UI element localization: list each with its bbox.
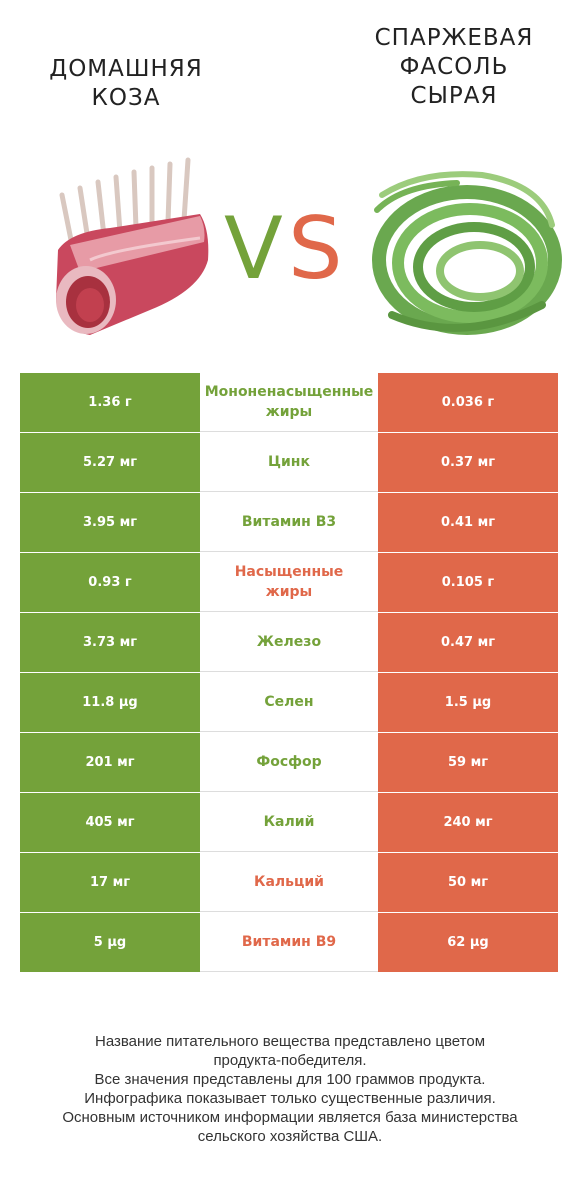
row-divider (20, 432, 558, 433)
table-row: 5.27 мг Цинк 0.37 мг (20, 433, 558, 493)
footer-line: Все значения представлены для 100 граммо… (94, 1071, 486, 1088)
footer-line: сельского хозяйства США. (197, 1128, 383, 1145)
nutrient-name: Железо (200, 613, 378, 672)
footer-line: Инфографика показывает только существенн… (84, 1090, 496, 1107)
title-line: ДОМАШНЯЯ (49, 56, 203, 82)
right-value: 62 µg (378, 913, 558, 972)
nutrient-name: Селен (200, 673, 378, 732)
footer-line: Название питательного вещества представл… (94, 1033, 486, 1050)
row-divider (20, 852, 558, 853)
right-value: 1.5 µg (378, 673, 558, 732)
table-row: 405 мг Калий 240 мг (20, 793, 558, 853)
right-value: 0.37 мг (378, 433, 558, 492)
left-value: 11.8 µg (20, 673, 200, 732)
footer-notes: Название питательного вещества представл… (10, 1032, 570, 1146)
table-row: 17 мг Кальций 50 мг (20, 853, 558, 913)
title-line: ФАСОЛЬ (399, 54, 509, 80)
row-divider (20, 672, 558, 673)
table-row: 201 мг Фосфор 59 мг (20, 733, 558, 793)
nutrient-name: Калий (200, 793, 378, 852)
left-value: 3.95 мг (20, 493, 200, 552)
vs-s-letter: S (288, 200, 343, 290)
vs-label: V S (224, 200, 343, 290)
left-value: 17 мг (20, 853, 200, 912)
table-row: 3.73 мг Железо 0.47 мг (20, 613, 558, 673)
row-divider (20, 972, 558, 973)
left-value: 0.93 г (20, 553, 200, 612)
left-value: 5.27 мг (20, 433, 200, 492)
nutrient-name: Цинк (200, 433, 378, 492)
left-value: 3.73 мг (20, 613, 200, 672)
title-line: СПАРЖЕВАЯ (374, 25, 534, 51)
table-row: 1.36 г Мононенасыщенные жиры 0.036 г (20, 373, 558, 433)
left-value: 405 мг (20, 793, 200, 852)
left-value: 201 мг (20, 733, 200, 792)
left-value: 5 µg (20, 913, 200, 972)
nutrient-name: Кальций (200, 853, 378, 912)
left-value: 1.36 г (20, 373, 200, 432)
footer-line: продукта-победителя. (213, 1052, 367, 1069)
right-value: 0.105 г (378, 553, 558, 612)
table-row: 0.93 г Насыщенные жиры 0.105 г (20, 553, 558, 613)
table-row: 5 µg Витамин B9 62 µg (20, 913, 558, 973)
title-line: СЫРАЯ (410, 83, 498, 109)
row-divider (20, 732, 558, 733)
nutrient-name: Витамин B9 (200, 913, 378, 972)
title-line: КОЗА (91, 85, 161, 111)
comparison-table: 1.36 г Мононенасыщенные жиры 0.036 г 5.27 м… (20, 373, 558, 973)
table-row: 11.8 µg Селен 1.5 µg (20, 673, 558, 733)
nutrient-name: Мононенасыщенные жиры (200, 373, 378, 432)
table-row: 3.95 мг Витамин B3 0.41 мг (20, 493, 558, 553)
nutrient-name: Витамин B3 (200, 493, 378, 552)
right-value: 50 мг (378, 853, 558, 912)
right-value: 0.036 г (378, 373, 558, 432)
left-product-title: ДОМАШНЯЯ КОЗА (20, 55, 232, 113)
right-value: 59 мг (378, 733, 558, 792)
row-divider (20, 792, 558, 793)
row-divider (20, 612, 558, 613)
right-value: 0.47 мг (378, 613, 558, 672)
right-product-title: СПАРЖЕВАЯ ФАСОЛЬ СЫРАЯ (348, 24, 560, 111)
row-divider (20, 552, 558, 553)
vs-v-letter: V (224, 200, 283, 290)
goat-meat-image (56, 157, 209, 335)
footer-line: Основным источником информации является … (62, 1109, 518, 1126)
nutrient-name: Насыщенные жиры (200, 553, 378, 612)
nutrient-name: Фосфор (200, 733, 378, 792)
row-divider (20, 912, 558, 913)
right-value: 0.41 мг (378, 493, 558, 552)
right-value: 240 мг (378, 793, 558, 852)
row-divider (20, 492, 558, 493)
asparagus-bean-image (372, 171, 562, 335)
